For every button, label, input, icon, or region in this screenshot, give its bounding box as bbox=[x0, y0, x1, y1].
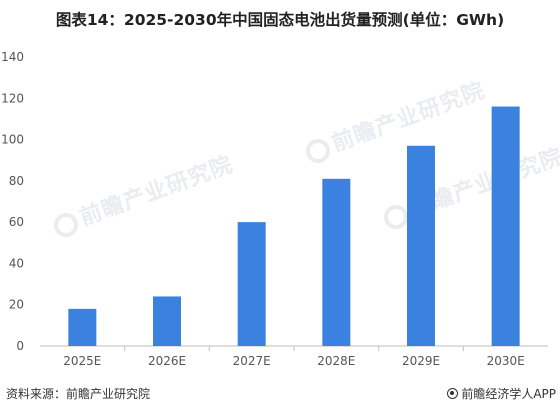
y-tick-label: 100 bbox=[1, 133, 24, 147]
x-tick-label: 2030E bbox=[487, 354, 525, 368]
bar-2026E bbox=[153, 296, 181, 346]
brand-logo-icon bbox=[447, 388, 459, 399]
y-tick-label: 120 bbox=[1, 91, 24, 105]
y-tick-label: 0 bbox=[16, 339, 24, 353]
bar-2029E bbox=[407, 145, 435, 346]
bar-2030E bbox=[491, 106, 520, 347]
x-tick-label: 2027E bbox=[233, 354, 271, 368]
y-tick-label: 60 bbox=[9, 215, 24, 229]
y-tick-label: 40 bbox=[9, 256, 24, 270]
y-tick-label: 20 bbox=[9, 298, 24, 312]
bar-2025E bbox=[68, 308, 97, 346]
brand-name: 前瞻经济学人APP bbox=[461, 387, 556, 401]
brand-credit: 前瞻经济学人APP bbox=[447, 385, 556, 402]
x-tick-label: 2028E bbox=[317, 354, 355, 368]
source-note: 资料来源：前瞻产业研究院 bbox=[6, 387, 151, 401]
chart-title: 图表14：2025-2030年中国固态电池出货量预测(单位：GWh) bbox=[55, 11, 505, 29]
y-tick-label: 140 bbox=[1, 50, 24, 64]
y-tick-label: 80 bbox=[9, 174, 24, 188]
bar-2027E bbox=[237, 222, 266, 346]
x-tick-label: 2029E bbox=[402, 354, 440, 368]
x-tick-label: 2025E bbox=[63, 354, 101, 368]
bar-2028E bbox=[322, 178, 351, 346]
x-tick-label: 2026E bbox=[148, 354, 186, 368]
